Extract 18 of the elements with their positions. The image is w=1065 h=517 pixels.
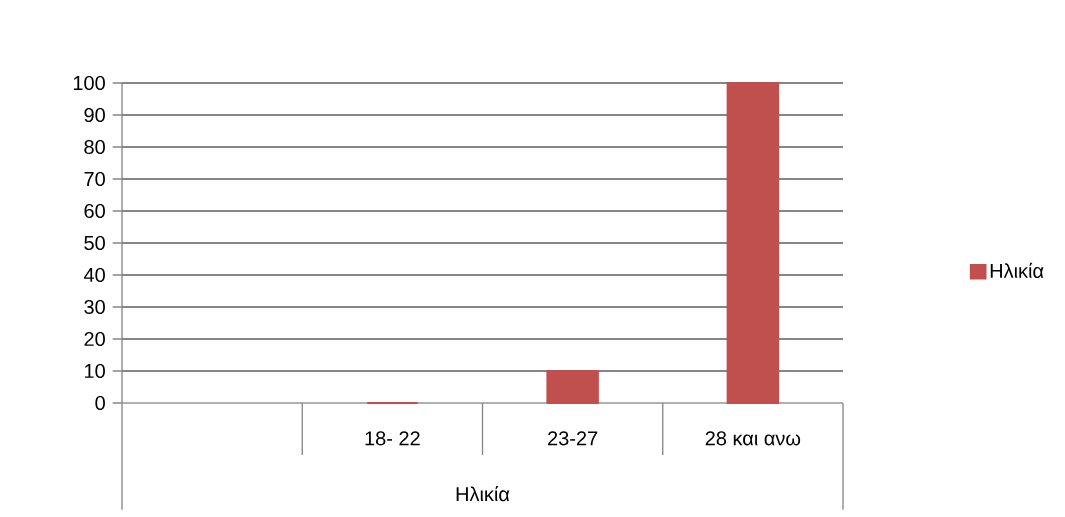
bar <box>546 369 599 404</box>
y-tick-label: 100 <box>73 75 105 91</box>
x-tick-label: 28 και ανω <box>705 431 801 446</box>
y-tick-label: 70 <box>84 171 105 187</box>
y-tick-label: 80 <box>84 139 105 155</box>
y-tick-label: 60 <box>84 203 105 219</box>
legend-label: Ηλικία <box>990 262 1044 279</box>
x-tick-label: 23-27 <box>548 431 598 446</box>
x-tick-label: 18- 22 <box>365 431 420 446</box>
y-tick-label: 30 <box>84 299 105 315</box>
y-tick-label: 90 <box>84 107 105 123</box>
y-tick-label: 0 <box>95 395 105 411</box>
bar <box>726 82 780 404</box>
y-tick-label: 10 <box>85 363 105 379</box>
y-tick-label: 50 <box>84 235 105 251</box>
x-axis-title: Ηλικία <box>456 486 510 502</box>
y-tick-label: 20 <box>84 331 105 347</box>
y-tick-label: 40 <box>83 267 105 283</box>
